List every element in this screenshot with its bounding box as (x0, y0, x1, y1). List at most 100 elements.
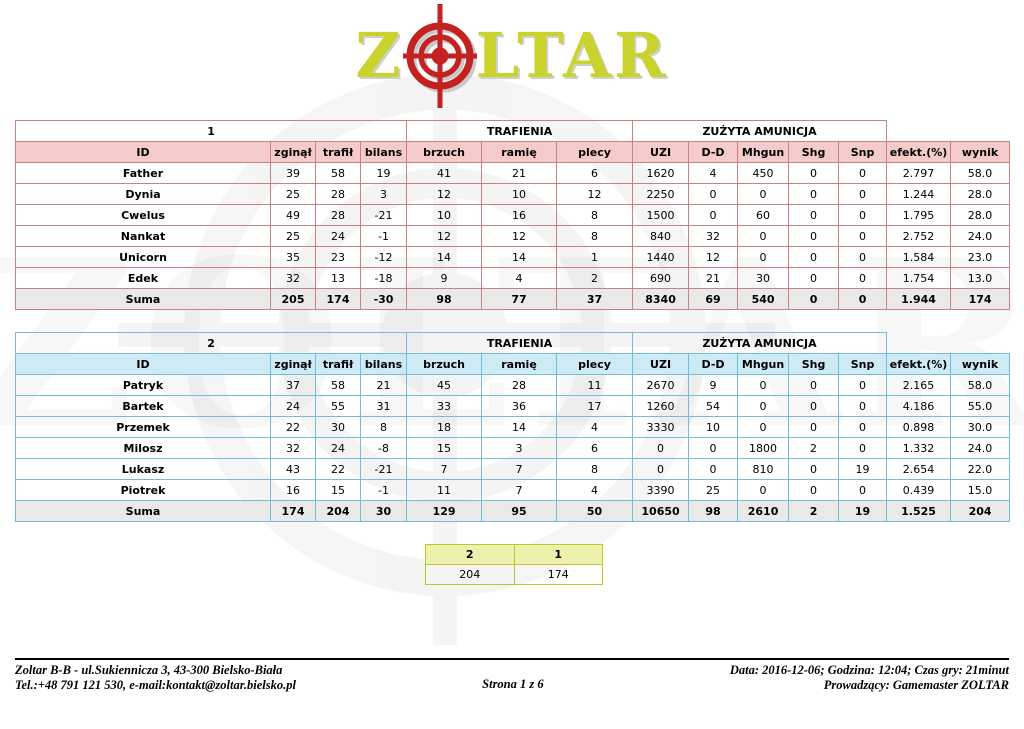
stat-cell: 0 (688, 437, 739, 459)
stat-cell: 0 (737, 479, 790, 501)
player-row: Lukasz 43 22 -21 7 7 8 0 0 810 0 19 2.654 22.0 (15, 458, 1011, 480)
stat-cell: 16 (270, 479, 316, 501)
suma-label: Suma (15, 288, 271, 310)
stat-cell: 10 (481, 183, 558, 205)
stat-cell: -21 (359, 458, 408, 480)
suma-cell: -30 (359, 288, 408, 310)
column-header: zginął (270, 141, 316, 163)
player-name: Edek (15, 267, 271, 289)
column-header: brzuch (406, 141, 483, 163)
player-name: Milosz (15, 437, 271, 459)
suma-row: Suma 174 204 30 129 95 50 10650 98 2610 2 19 1.525 20… (15, 500, 1011, 522)
stat-cell: 24 (270, 395, 316, 417)
stat-cell: 12 (406, 225, 483, 247)
stat-cell: -1 (359, 479, 408, 501)
stat-cell: 8 (556, 458, 634, 480)
stat-cell: 3 (481, 437, 558, 459)
stat-cell: 0.439 (886, 479, 952, 501)
suma-cell: 30 (359, 500, 408, 522)
stat-cell: 0 (788, 458, 840, 480)
stat-cell: 0 (737, 246, 790, 268)
stat-cell: 1.795 (886, 204, 952, 226)
stat-cell: 13 (315, 267, 361, 289)
suma-cell: 10650 (632, 500, 690, 522)
suma-cell: 540 (737, 288, 790, 310)
suma-cell: 2610 (737, 500, 790, 522)
stat-cell: 0.898 (886, 416, 952, 438)
column-header: brzuch (406, 353, 483, 375)
group-header-row: 2 TRAFIENIA ZUŻYTA AMUNICJA (14, 332, 1010, 354)
stat-cell: 0 (788, 162, 840, 184)
footer-gamemaster: Prowadzący: Gamemaster ZOLTAR (823, 678, 1009, 692)
player-name: Patryk (15, 374, 271, 396)
stat-cell: 37 (270, 374, 316, 396)
stat-cell: 24.0 (950, 437, 1011, 459)
stat-cell: 840 (632, 225, 690, 247)
player-name: Cwelus (15, 204, 271, 226)
stat-cell: 35 (270, 246, 316, 268)
group-header-spacer (887, 121, 1010, 142)
player-name: Dynia (15, 183, 271, 205)
stat-cell: 1260 (632, 395, 690, 417)
stat-cell: 2670 (632, 374, 690, 396)
stat-cell: 6 (556, 162, 634, 184)
stat-cell: 810 (737, 458, 790, 480)
suma-cell: 37 (556, 288, 634, 310)
stat-cell: 28 (315, 183, 361, 205)
team-number-label: 1 (14, 120, 408, 142)
stat-cell: 0 (838, 416, 888, 438)
player-row: Edek 32 13 -18 9 4 2 690 21 30 0 0 1.754 13.0 (15, 267, 1011, 289)
stat-cell: 8 (359, 416, 408, 438)
stat-cell: 13.0 (950, 267, 1011, 289)
stat-cell: 15 (406, 437, 483, 459)
stat-cell: 0 (838, 479, 888, 501)
footer-session-info: Data: 2016-12-06; Godzina: 12:04; Czas g… (729, 663, 1009, 677)
stat-cell: 15 (315, 479, 361, 501)
suma-cell: 204 (950, 500, 1011, 522)
column-header: Mhgun (737, 353, 790, 375)
stat-cell: 0 (688, 458, 739, 480)
stat-cell: 21 (481, 162, 558, 184)
stat-cell: 0 (688, 204, 739, 226)
suma-cell: 19 (838, 500, 888, 522)
stat-cell: 0 (838, 246, 888, 268)
stat-cell: 0 (788, 416, 840, 438)
team-score-header: 2 (425, 544, 515, 565)
stat-cell: 28 (315, 204, 361, 226)
stat-cell: -21 (359, 204, 408, 226)
column-header: efekt.(%) (886, 353, 952, 375)
suma-cell: 69 (688, 288, 739, 310)
stat-cell: 0 (632, 437, 690, 459)
stat-cell: 0 (838, 183, 888, 205)
stat-cell: 2.165 (886, 374, 952, 396)
target-icon (402, 4, 477, 108)
suma-cell: 204 (315, 500, 361, 522)
team1-score-table: 1 TRAFIENIA ZUŻYTA AMUNICJA ID zginął trafił b… (14, 120, 1011, 310)
column-header: D-D (688, 141, 739, 163)
stat-cell: 12 (406, 183, 483, 205)
suma-cell: 205 (270, 288, 316, 310)
stat-cell: 0 (838, 204, 888, 226)
column-header: Shg (788, 353, 840, 375)
team-score-value: 174 (513, 564, 603, 585)
stat-cell: 23 (315, 246, 361, 268)
stat-cell: 30 (737, 267, 790, 289)
hits-group-label: TRAFIENIA (406, 120, 634, 142)
column-header: ID (15, 353, 271, 375)
suma-cell: 8340 (632, 288, 690, 310)
stat-cell: 30.0 (950, 416, 1011, 438)
stat-cell: 0 (838, 437, 888, 459)
stat-cell: 1.584 (886, 246, 952, 268)
stat-cell: 1.754 (886, 267, 952, 289)
stat-cell: 0 (838, 267, 888, 289)
zoltar-logo: Z LTAR (0, 4, 1024, 108)
stat-cell: 30 (315, 416, 361, 438)
column-header: bilans (359, 141, 408, 163)
suma-cell: 174 (315, 288, 361, 310)
stat-cell: 9 (406, 267, 483, 289)
hits-group-label: TRAFIENIA (406, 332, 634, 354)
suma-cell: 0 (788, 288, 840, 310)
stat-cell: 2 (788, 437, 840, 459)
team-score-value: 204 (425, 564, 515, 585)
stat-cell: 54 (688, 395, 739, 417)
